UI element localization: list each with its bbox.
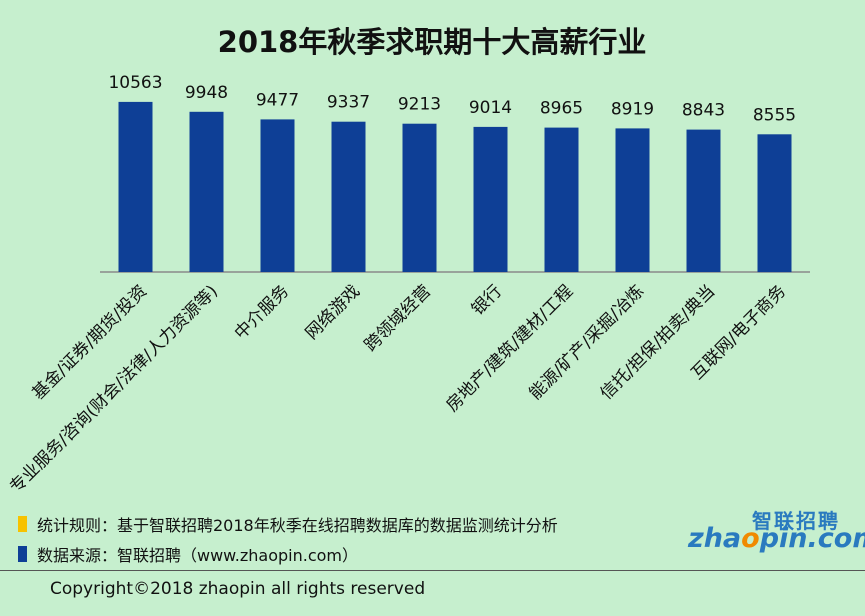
value-label-2: 9477 <box>256 90 299 110</box>
category-label-3: 网络游戏 <box>302 281 364 343</box>
bar-4 <box>402 123 437 272</box>
legend-rule-swatch <box>18 516 27 532</box>
zhaopin-logo: 智联招聘 zhaopin.com <box>680 505 865 555</box>
category-label-6: 房地产/建筑/建材/工程 <box>443 281 577 415</box>
bar-3 <box>331 121 366 272</box>
value-label-3: 9337 <box>327 93 370 113</box>
bars-group <box>118 101 792 273</box>
bar-5 <box>473 126 508 273</box>
value-label-6: 8965 <box>540 99 583 119</box>
logo-en-suffix: pin.com <box>759 523 865 554</box>
category-label-2: 中介服务 <box>231 281 293 343</box>
legend-source-swatch <box>18 546 27 562</box>
bar-chart: 2018年秋季求职期十大高薪行业 10563 9948 9477 9337 9213 90… <box>6 25 810 497</box>
logo-cn-text: 智联招聘 <box>752 509 840 533</box>
value-label-7: 8919 <box>611 99 654 119</box>
logo-en-o: o <box>741 523 760 554</box>
footer-divider <box>0 570 865 571</box>
bar-7 <box>615 128 650 272</box>
category-label-0: 基金/证券/期货/投资 <box>29 281 151 403</box>
value-labels-group: 10563 9948 9477 9337 9213 9014 8965 8919 8843 855… <box>108 73 796 125</box>
bar-8 <box>686 129 721 272</box>
bar-6 <box>544 127 579 272</box>
legend-rule-text: 统计规则：基于智联招聘2018年秋季在线招聘数据库的数据监测统计分析 <box>37 516 558 535</box>
bar-2 <box>260 119 295 273</box>
bar-0 <box>118 101 153 273</box>
legend-source-text: 数据来源：智联招聘（www.zhaopin.com） <box>37 546 359 565</box>
copyright-text: Copyright©2018 zhaopin all rights reserv… <box>50 579 426 599</box>
legend-source: 数据来源：智联招聘（www.zhaopin.com） <box>18 542 358 566</box>
bar-9 <box>757 134 792 273</box>
logo-en-text: zhaopin.com <box>688 523 865 554</box>
value-label-5: 9014 <box>469 98 512 118</box>
value-label-8: 8843 <box>682 101 725 121</box>
value-label-9: 8555 <box>753 105 796 125</box>
value-label-4: 9213 <box>398 95 441 115</box>
category-label-5: 银行 <box>468 281 506 319</box>
category-label-4: 跨领域经营 <box>361 281 435 355</box>
chart-title: 2018年秋季求职期十大高薪行业 <box>218 25 647 59</box>
bar-1 <box>189 111 224 272</box>
value-label-0: 10563 <box>108 73 162 93</box>
value-label-1: 9948 <box>185 83 228 103</box>
logo-en-prefix: zha <box>688 523 742 554</box>
legend-rule: 统计规则：基于智联招聘2018年秋季在线招聘数据库的数据监测统计分析 <box>18 512 558 536</box>
